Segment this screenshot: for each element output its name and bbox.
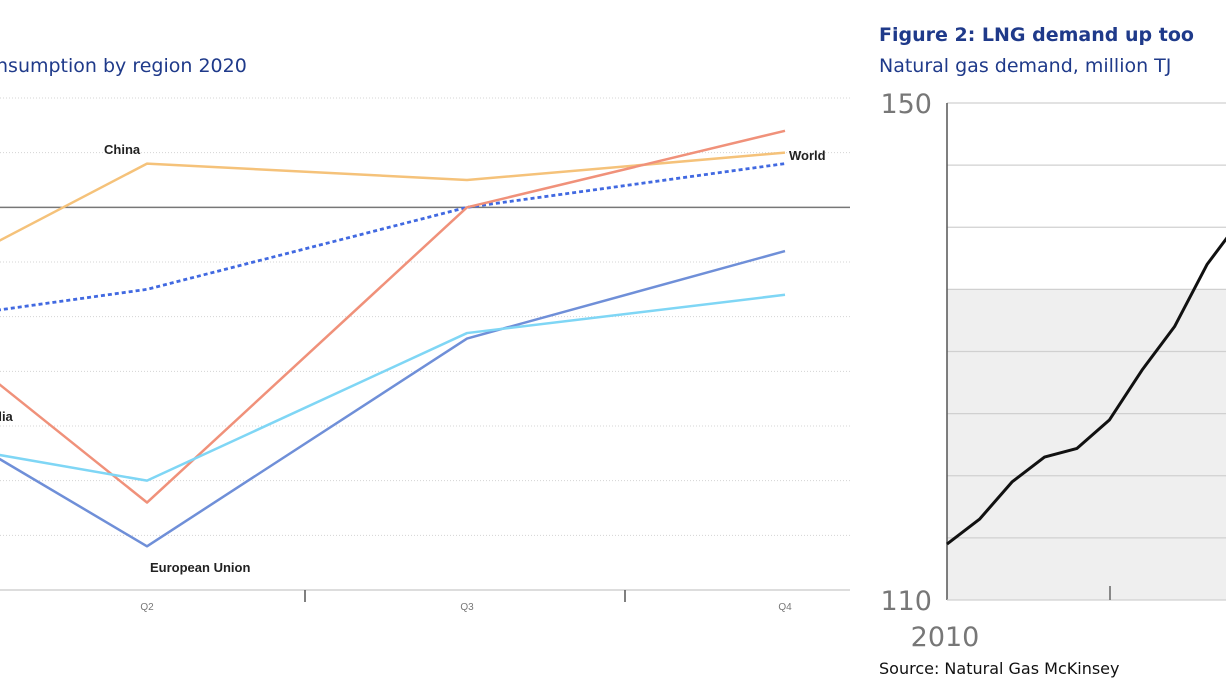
series-line-unlabeled (0, 293, 786, 482)
series-label: World (789, 148, 826, 163)
right-chart-subtitle: Natural gas demand, million TJ (879, 55, 1172, 77)
source-note: Source: Natural Gas McKinsey (879, 659, 1120, 678)
series-line-india (0, 129, 786, 504)
left-chart-subtitle: nsumption by region 2020 (0, 55, 247, 77)
y-tick-label: 150 (880, 89, 932, 120)
x-tick-label: Q4 (778, 602, 792, 613)
series-label: European Union (150, 560, 250, 575)
series-line-china (0, 151, 786, 242)
left-line-chart: Q2 Q3 Q4 China World dia European Union (0, 97, 850, 613)
series-line-world (0, 162, 786, 312)
shaded-band (947, 289, 1226, 600)
series-label: dia (0, 409, 14, 424)
right-chart-title: Figure 2: LNG demand up too (879, 24, 1194, 46)
x-tick-label: Q3 (460, 602, 474, 613)
y-tick-label: 110 (880, 586, 932, 617)
series-line-european-union (0, 249, 786, 548)
x-tick-label: Q2 (140, 602, 154, 613)
x-tick-label: 2010 (911, 622, 980, 653)
series-label: China (104, 142, 141, 157)
series-line-demand (946, 236, 1226, 546)
